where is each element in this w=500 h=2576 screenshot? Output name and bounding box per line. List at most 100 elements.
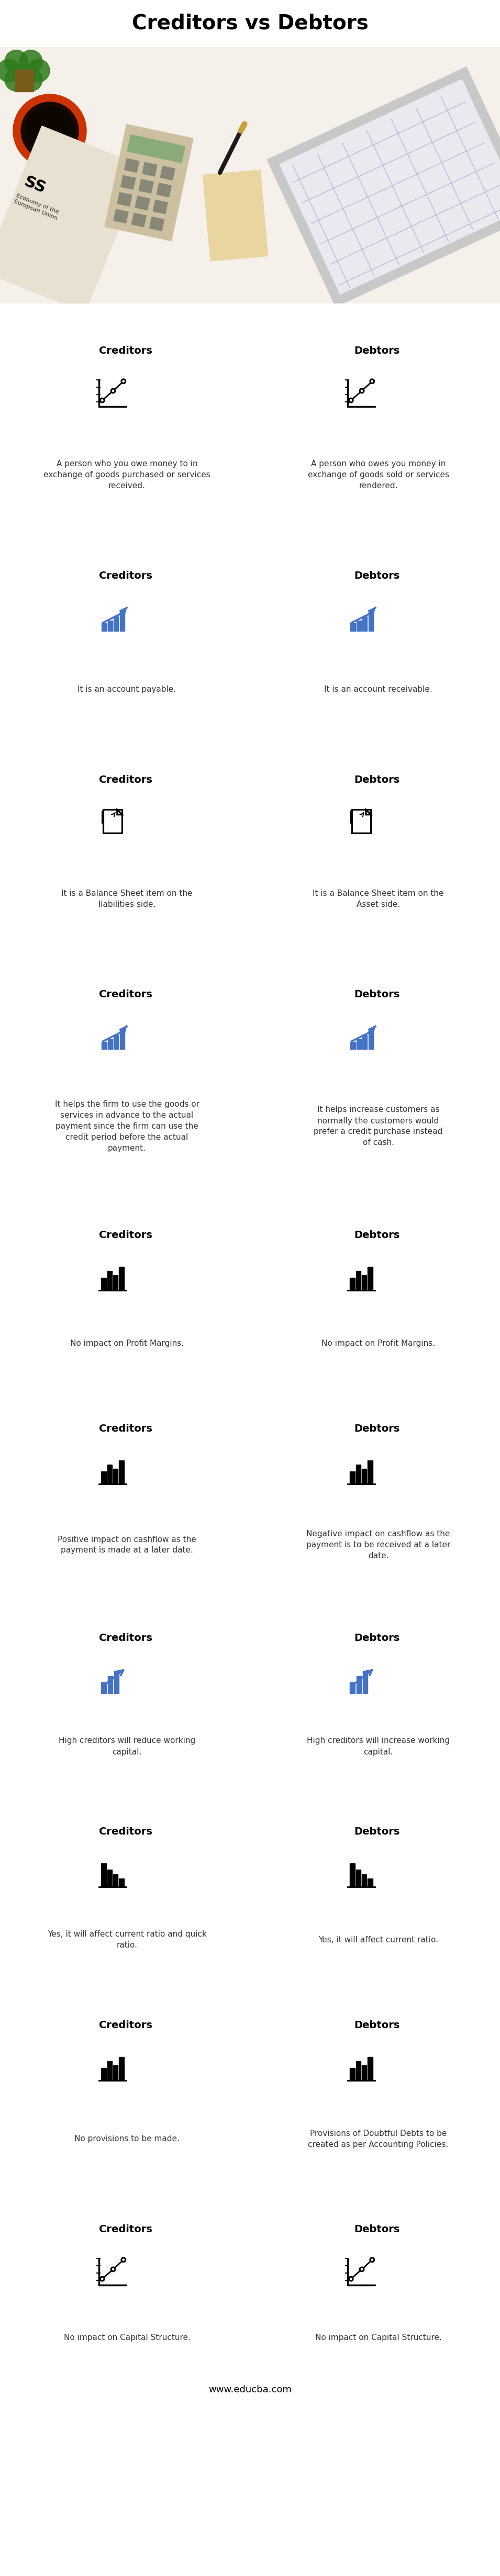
Bar — [114, 1672, 119, 1692]
Circle shape — [26, 59, 50, 82]
Bar — [105, 124, 193, 240]
Bar — [368, 1461, 372, 1484]
Bar — [102, 623, 106, 631]
Text: #5. Impact on Profit Margins: #5. Impact on Profit Margins — [149, 1198, 351, 1211]
Text: Positive impact on cashflow as the
payment is made at a later date.: Positive impact on cashflow as the payme… — [58, 1535, 196, 1553]
Bar — [350, 2069, 354, 2081]
Bar — [267, 67, 500, 307]
Text: #1. Meaning: #1. Meaning — [206, 312, 294, 325]
Text: Creditors: Creditors — [99, 1826, 152, 1837]
Bar — [101, 1278, 106, 1291]
Bar — [113, 2066, 118, 2081]
Bar — [362, 1468, 366, 1484]
Bar — [114, 616, 118, 631]
Text: #9. Provisions: #9. Provisions — [200, 1986, 300, 1999]
Circle shape — [20, 49, 43, 72]
Bar — [368, 2058, 372, 2081]
Bar — [362, 2066, 366, 2081]
Bar — [120, 611, 125, 631]
Bar — [363, 1672, 368, 1692]
Circle shape — [0, 59, 20, 82]
Text: It helps increase customers as
normally the customers would
prefer a credit purc: It helps increase customers as normally … — [314, 1105, 442, 1146]
Bar — [356, 1038, 361, 1048]
Bar — [119, 2058, 124, 2081]
Bar — [280, 80, 500, 294]
Circle shape — [122, 2257, 126, 2262]
Bar — [362, 616, 367, 631]
Text: Yes, it will affect current ratio.: Yes, it will affect current ratio. — [318, 1937, 438, 1945]
Bar — [101, 1682, 106, 1692]
Text: Creditors: Creditors — [99, 2020, 152, 2030]
Circle shape — [21, 103, 78, 160]
Bar — [156, 183, 172, 196]
Text: No impact on Capital Structure.: No impact on Capital Structure. — [315, 2334, 442, 2342]
Bar — [368, 611, 373, 631]
Bar — [113, 1875, 118, 1886]
Polygon shape — [366, 809, 371, 814]
Polygon shape — [117, 809, 122, 814]
Text: Creditors: Creditors — [99, 1633, 152, 1643]
Bar — [350, 1278, 354, 1291]
Bar — [101, 1862, 106, 1886]
Text: Creditors: Creditors — [99, 1425, 152, 1432]
Bar — [114, 209, 128, 224]
Text: It is a Balance Sheet item on the
liabilities side.: It is a Balance Sheet item on the liabil… — [62, 889, 192, 909]
Circle shape — [349, 399, 353, 402]
Text: #10. Impact on Capital Structure: #10. Impact on Capital Structure — [135, 2192, 365, 2205]
Text: No impact on Profit Margins.: No impact on Profit Margins. — [70, 1340, 184, 1347]
Bar — [153, 201, 168, 214]
Bar — [150, 216, 164, 232]
Bar — [128, 134, 185, 162]
Bar — [350, 1041, 355, 1048]
Bar — [362, 1275, 366, 1291]
Bar — [101, 2069, 106, 2081]
Circle shape — [25, 106, 74, 155]
Text: Yes, it will affect current ratio and quick
ratio.: Yes, it will affect current ratio and qu… — [48, 1929, 206, 1950]
Bar — [103, 809, 122, 832]
Bar — [107, 2061, 112, 2081]
Bar — [120, 1030, 125, 1048]
Bar — [356, 1466, 360, 1484]
Bar — [138, 180, 154, 193]
Bar — [108, 621, 112, 631]
Bar — [135, 196, 150, 211]
Text: Creditors vs Debtors: Creditors vs Debtors — [132, 13, 368, 33]
Bar — [114, 1036, 118, 1048]
Bar — [108, 1677, 112, 1692]
Bar — [119, 1267, 124, 1291]
Bar — [107, 1870, 112, 1886]
Bar — [124, 160, 139, 173]
Circle shape — [111, 389, 115, 394]
Text: Debtors: Debtors — [354, 1229, 400, 1239]
Bar — [107, 1466, 112, 1484]
Circle shape — [370, 379, 374, 384]
Bar — [350, 1862, 354, 1886]
Circle shape — [4, 49, 28, 72]
Text: It is a Balance Sheet item on the
Asset side.: It is a Balance Sheet item on the Asset … — [312, 889, 444, 909]
Bar — [121, 175, 136, 191]
Text: Debtors: Debtors — [354, 989, 400, 999]
Bar — [203, 170, 268, 260]
Text: #2. What is it?: #2. What is it? — [199, 538, 301, 551]
Circle shape — [360, 389, 364, 394]
Bar — [356, 621, 361, 631]
Text: Provisions of Doubtful Debts to be
created as per Accounting Policies.: Provisions of Doubtful Debts to be creat… — [308, 2130, 448, 2148]
Circle shape — [100, 399, 104, 402]
Text: High creditors will increase working
capital.: High creditors will increase working cap… — [307, 1736, 450, 1757]
Text: It is an account receivable.: It is an account receivable. — [324, 685, 432, 693]
Text: #4. Benefit: #4. Benefit — [210, 956, 289, 969]
Bar — [119, 1461, 124, 1484]
Bar — [107, 1270, 112, 1291]
Text: Creditors: Creditors — [99, 345, 152, 355]
Text: Creditors: Creditors — [99, 775, 152, 786]
Text: No provisions to be made.: No provisions to be made. — [74, 2136, 179, 2143]
Text: Debtors: Debtors — [354, 1633, 400, 1643]
Circle shape — [370, 2257, 374, 2262]
Bar — [117, 193, 132, 206]
Circle shape — [13, 95, 86, 167]
Text: #6. Impact on Cashflow: #6. Impact on Cashflow — [168, 1391, 332, 1404]
Text: A person who owes you money in
exchange of goods sold or services
rendered.: A person who owes you money in exchange … — [308, 461, 449, 489]
Text: High creditors will reduce working
capital.: High creditors will reduce working capit… — [58, 1736, 196, 1757]
Text: Creditors: Creditors — [99, 1229, 152, 1239]
Bar — [350, 1471, 354, 1484]
